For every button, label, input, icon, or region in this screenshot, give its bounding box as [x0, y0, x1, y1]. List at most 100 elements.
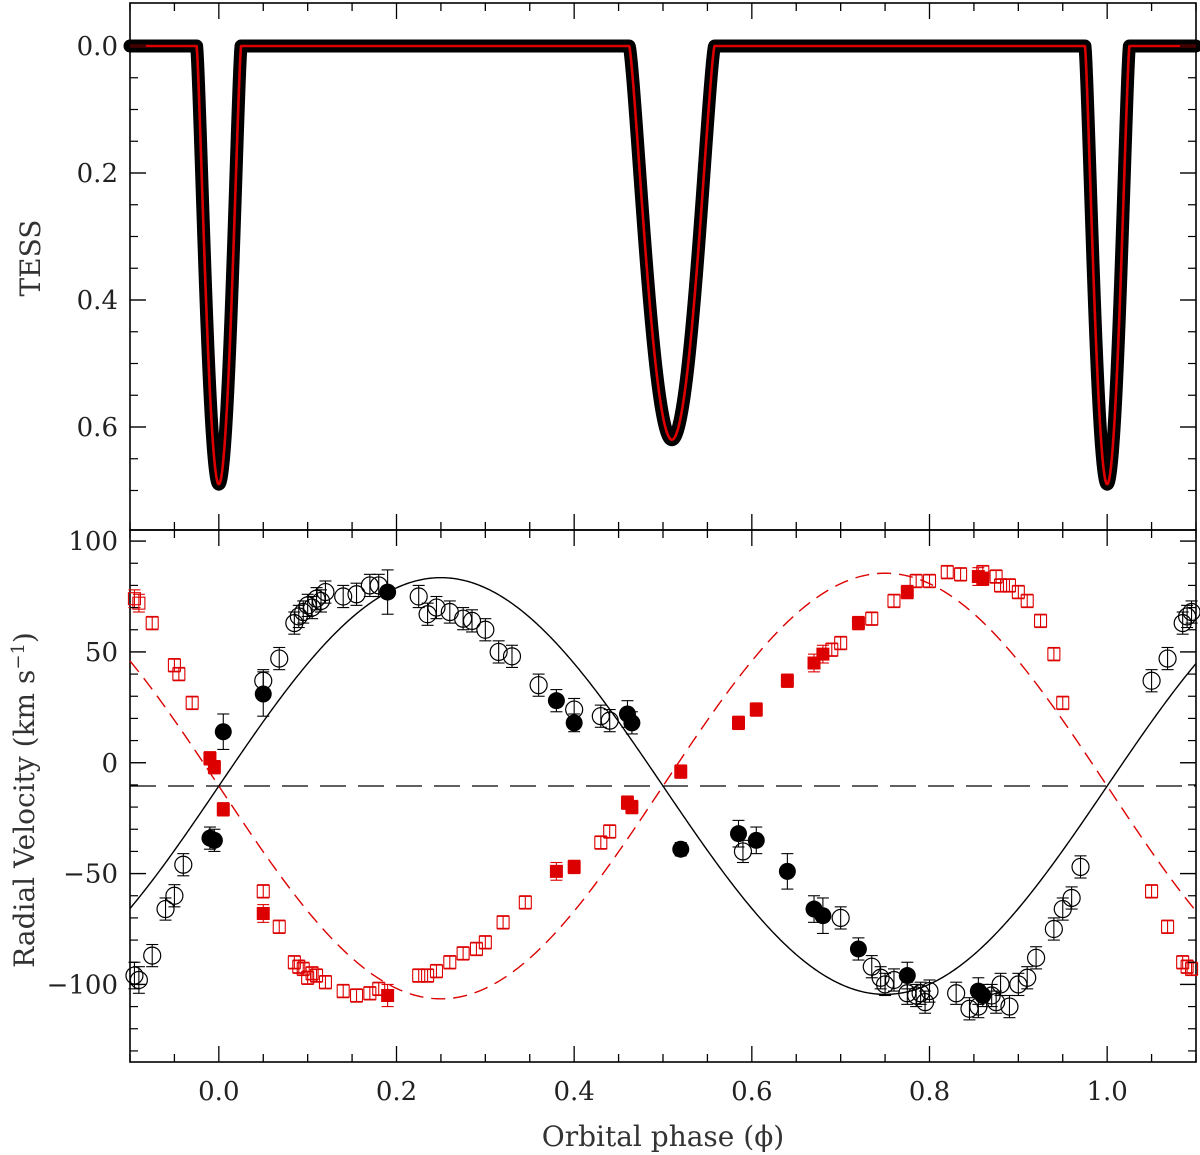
rv-point-open-circle	[476, 620, 495, 639]
rv-point-open-circle	[884, 970, 904, 990]
rv-point-open-square	[172, 667, 186, 681]
rv-point-filled-circle	[214, 723, 232, 741]
rv-point-open-square	[865, 612, 879, 626]
rv-y-tick-label: 0	[101, 749, 118, 779]
tess-y-tick-label: 0.2	[77, 159, 118, 189]
rv-point-filled-circle	[747, 831, 765, 849]
phase-x-tick-label: 0.6	[731, 1077, 772, 1107]
rv-point-open-circle	[174, 855, 193, 874]
rv-point-filled-square	[625, 800, 639, 814]
rv-point-open-circle	[600, 711, 619, 730]
rv-point-filled-square	[549, 864, 563, 878]
rv-point-open-circle	[1071, 857, 1090, 877]
rv-point-open-square	[887, 594, 901, 608]
rv-y-tick-label: 100	[68, 527, 118, 557]
radial-velocity-panel: 100 50 0 −50 −100 0.0 0.2 0.4 0.6 0.8 1.0	[47, 527, 1200, 1107]
tess-y-tick-label: 0.6	[77, 413, 118, 443]
rv-point-open-square	[976, 565, 990, 579]
rv-point-filled-circle	[814, 907, 832, 925]
rv-point-open-circle	[947, 984, 966, 1003]
rv-point-open-circle	[1062, 888, 1081, 908]
rv-point-filled-circle	[205, 831, 223, 849]
rv-point-open-circle	[143, 946, 162, 965]
rv-point-open-square	[954, 567, 968, 581]
phase-x-tick-label: 0.0	[198, 1077, 239, 1107]
rv-point-open-square	[1185, 962, 1199, 976]
rv-point-open-square	[412, 968, 426, 983]
rv-point-open-square	[594, 835, 608, 850]
rv-point-open-circle	[489, 642, 508, 662]
rv-point-filled-circle	[547, 692, 565, 710]
tess-y-axis-label: TESS	[14, 220, 47, 297]
rv-point-open-square	[127, 592, 141, 606]
phase-x-tick-label: 0.4	[553, 1077, 594, 1107]
rv-point-open-circle	[1026, 948, 1046, 967]
rv-point-open-square	[1145, 884, 1159, 898]
rv-point-open-square	[1180, 960, 1194, 974]
rv-point-open-circle	[462, 611, 482, 630]
rv-point-open-square	[256, 884, 270, 898]
rv-point-open-square	[318, 975, 332, 989]
rv-point-open-circle	[871, 968, 890, 987]
rv-point-filled-square	[749, 703, 763, 717]
rv-point-open-circle	[1178, 607, 1197, 626]
rv-y-tick-label: −50	[63, 860, 118, 890]
rv-y-axis-label: Radial Velocity (km s−1)	[8, 632, 41, 968]
rv-point-open-circle	[270, 649, 289, 668]
rv-point-open-square	[421, 968, 435, 983]
rv-point-open-square	[1056, 696, 1070, 710]
tess-model-curve	[129, 44, 1197, 486]
rv-point-open-square	[301, 971, 315, 985]
rv-point-open-circle	[1018, 968, 1037, 987]
phase-x-tick-label: 0.2	[376, 1077, 417, 1107]
rv-point-filled-circle	[849, 940, 867, 958]
rv-point-filled-square	[816, 647, 830, 661]
phase-x-tick-label: 1.0	[1086, 1077, 1127, 1107]
rv-point-open-circle	[991, 975, 1010, 994]
rv-point-filled-circle	[565, 714, 583, 732]
rv-point-open-square	[429, 964, 444, 978]
rv-y-axis-label-exponent: −1	[8, 643, 29, 670]
tess-y-tick-label: 0.0	[77, 32, 118, 62]
rv-point-open-square	[185, 696, 199, 710]
rv-point-open-square	[363, 986, 377, 1000]
rv-point-open-square	[349, 988, 364, 1003]
rv-point-open-square	[478, 935, 492, 949]
rv-point-open-circle	[831, 908, 850, 928]
rv-point-open-circle	[165, 886, 184, 905]
rv-point-open-square	[922, 574, 937, 588]
phase-x-tick-label: 0.8	[909, 1077, 950, 1107]
rv-point-open-circle	[1000, 997, 1019, 1016]
rv-point-filled-square	[851, 616, 865, 630]
rv-point-open-square	[272, 920, 286, 934]
rv-point-open-circle	[565, 700, 584, 719]
rv-point-filled-square	[900, 585, 914, 599]
tess-light-curve-panel: 0.0 0.2 0.4 0.6	[77, 2, 1200, 531]
filled-square-series	[203, 567, 990, 1008]
rv-point-open-square	[940, 565, 954, 579]
rv-point-open-square	[518, 895, 532, 909]
rv-point-filled-circle	[254, 685, 272, 703]
rv-point-open-square	[834, 636, 848, 650]
rv-point-open-circle	[409, 587, 428, 606]
rv-point-filled-circle	[623, 714, 641, 732]
open-square-series	[127, 564, 1199, 1003]
rv-point-filled-square	[732, 716, 746, 730]
rv-point-open-circle	[1182, 602, 1200, 622]
rv-point-open-circle	[987, 993, 1006, 1012]
rv-point-open-circle	[529, 676, 548, 695]
rv-point-open-square	[336, 984, 350, 998]
rv-point-filled-square	[256, 906, 270, 920]
tess-plot-frame	[129, 2, 1197, 531]
open-circle-series	[125, 573, 1200, 1021]
rv-point-open-circle	[156, 899, 175, 919]
rv-point-filled-circle	[730, 825, 748, 843]
rv-point-open-square	[443, 955, 457, 969]
rv-y-axis-label-close: )	[8, 632, 41, 643]
rv-point-open-square	[496, 915, 510, 929]
rv-point-open-square	[456, 946, 470, 960]
rv-point-filled-square	[567, 860, 581, 874]
rv-point-filled-circle	[778, 862, 796, 880]
rv-point-open-square	[1161, 920, 1175, 934]
